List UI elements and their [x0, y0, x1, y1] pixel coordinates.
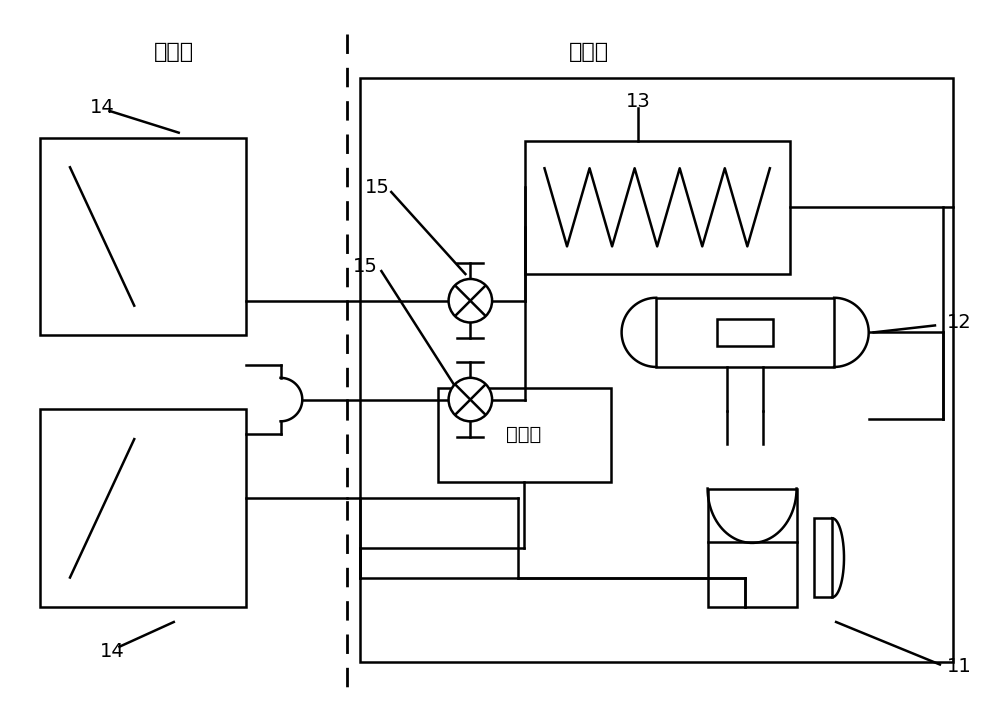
Text: 室内侧: 室内侧: [154, 41, 194, 62]
Bar: [438, 387, 611, 481]
Bar: [360, 79, 953, 662]
Bar: [708, 489, 797, 607]
Text: 14: 14: [90, 98, 115, 118]
Text: 控制器: 控制器: [506, 425, 541, 443]
Bar: [40, 137, 246, 335]
Text: 12: 12: [947, 313, 972, 332]
Bar: [656, 298, 834, 367]
Bar: [525, 140, 790, 274]
Circle shape: [449, 378, 492, 422]
Text: 14: 14: [100, 642, 125, 661]
Text: 室外侧: 室外侧: [569, 41, 609, 62]
Text: 15: 15: [364, 177, 389, 196]
Text: 13: 13: [626, 92, 651, 111]
Text: 11: 11: [947, 657, 972, 676]
Bar: [40, 409, 246, 607]
Circle shape: [449, 279, 492, 323]
Bar: [814, 518, 832, 598]
Text: 15: 15: [353, 257, 377, 276]
Bar: [717, 318, 773, 346]
